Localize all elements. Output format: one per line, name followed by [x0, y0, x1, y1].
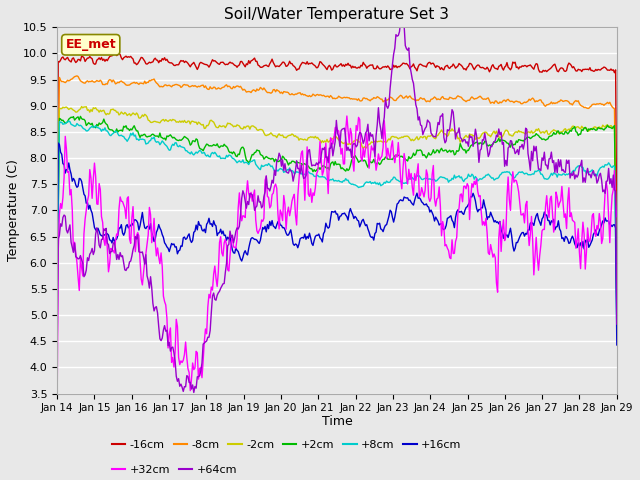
Title: Soil/Water Temperature Set 3: Soil/Water Temperature Set 3: [225, 7, 449, 22]
Text: EE_met: EE_met: [65, 38, 116, 51]
Legend: +32cm, +64cm: +32cm, +64cm: [108, 461, 242, 480]
Y-axis label: Temperature (C): Temperature (C): [7, 159, 20, 262]
X-axis label: Time: Time: [321, 415, 352, 428]
